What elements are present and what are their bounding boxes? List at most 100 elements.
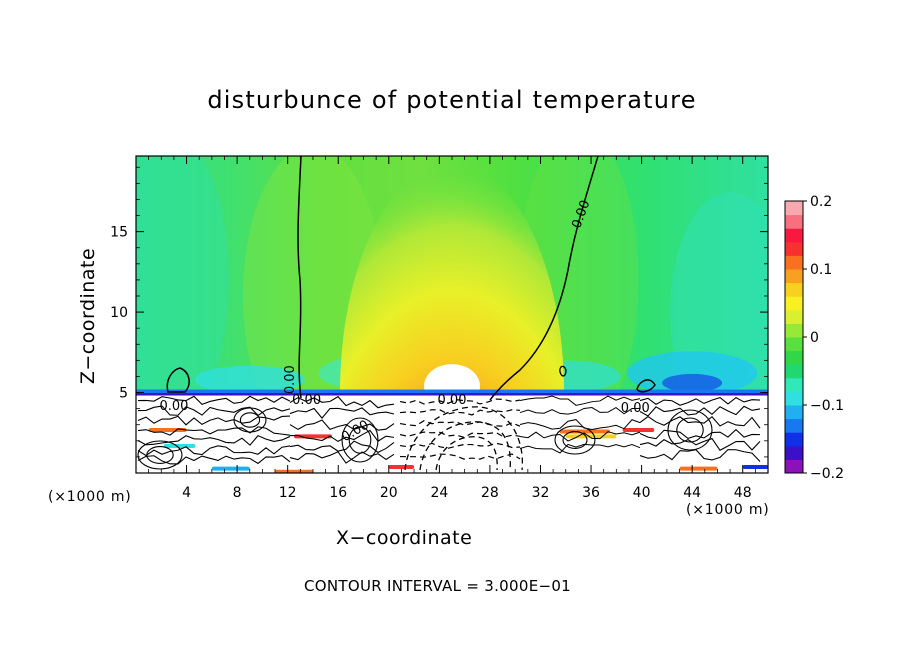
swirl-contour	[562, 431, 588, 449]
x-unit-label: (×1000 m)	[686, 502, 770, 518]
colorbar-tick-label: 0.1	[810, 262, 832, 278]
colorbar-swatch	[785, 432, 803, 447]
upper-field-group	[136, 156, 768, 396]
turbulent-contour	[137, 454, 291, 465]
colorbar-swatch	[785, 391, 803, 406]
closed-contour	[166, 367, 190, 393]
color-streak	[148, 427, 187, 432]
colorbar-swatch	[785, 364, 803, 379]
x-tick-label: 28	[481, 485, 499, 501]
turbulent-contour	[639, 449, 761, 462]
colorbar-swatch	[785, 309, 803, 324]
turbulent-contour	[137, 434, 291, 446]
dashed-contour	[404, 406, 524, 471]
color-streak	[679, 466, 718, 471]
zero-contour-right	[489, 156, 599, 401]
y-tick-label: 15	[110, 225, 128, 241]
z-unit-label: (×1000 m)	[48, 489, 132, 505]
x-tick-label: 16	[329, 485, 347, 501]
x-axis-label: X−coordinate	[336, 527, 473, 549]
colorbar-swatch	[785, 282, 803, 297]
swirl-contour	[146, 446, 174, 464]
dashed-contour	[399, 398, 521, 405]
turbulent-contour	[289, 395, 395, 409]
closed-contour	[636, 379, 656, 393]
turbulent-contour	[289, 419, 395, 431]
contour-label: 0.00	[621, 401, 650, 416]
swirl-contour	[348, 426, 372, 454]
cold-patch	[662, 373, 723, 392]
turbulent-contour	[289, 407, 395, 419]
swirl-contour	[239, 412, 261, 428]
dashed-contour	[399, 409, 521, 416]
turbulent-contour	[137, 415, 291, 426]
x-tick-label: 4	[182, 485, 191, 501]
colorbar-swatch	[785, 269, 803, 284]
chart-title: disturbunce of potential temperature	[207, 86, 697, 114]
contour-group	[137, 156, 761, 471]
x-tick-label: 44	[683, 485, 701, 501]
turbulent-contour	[137, 395, 291, 405]
colorbar-swatch	[785, 350, 803, 365]
colorbar-swatch	[785, 459, 803, 474]
colorbar-tick-label: 0.2	[810, 194, 832, 210]
color-streak	[388, 464, 415, 469]
turbulent-contour	[289, 440, 395, 454]
swirl-contour	[233, 407, 267, 433]
x-tick-label: 32	[532, 485, 550, 501]
x-tick-label: 8	[233, 485, 242, 501]
x-tick-label: 36	[582, 485, 600, 501]
cold-patch	[627, 351, 758, 396]
temperature-field	[136, 156, 768, 473]
turbulent-contour	[639, 396, 761, 406]
color-streak	[163, 444, 196, 449]
dashed-contour	[419, 421, 511, 471]
colorbar-swatch	[785, 214, 803, 229]
turbulent-contour	[519, 419, 641, 430]
contour-label: 0.00	[159, 399, 188, 414]
color-streak	[559, 429, 610, 434]
contour-label: 0.00	[438, 393, 467, 408]
contour-lines: 0.000.000.00 0.000.000.000.00	[137, 156, 761, 471]
y-tick-label: 5	[119, 386, 128, 402]
turbulent-contour	[639, 405, 761, 417]
swirl-contour	[554, 425, 596, 455]
color-streak	[275, 469, 313, 473]
turbulent-contour	[289, 451, 395, 464]
turbulent-contour	[519, 406, 641, 415]
colorbar-swatch	[785, 405, 803, 420]
dashed-contour	[399, 442, 521, 449]
colorbar-swatch	[785, 255, 803, 270]
color-streak	[742, 464, 768, 469]
colorbar-swatch	[785, 377, 803, 392]
stable-layer-core	[136, 393, 768, 396]
x-tick-label: 48	[734, 485, 752, 501]
swirl-contour	[676, 417, 704, 443]
contour-label: 0.00	[283, 365, 298, 394]
warm-core	[424, 364, 480, 396]
turbulent-contour	[137, 426, 291, 436]
y-tick-label: 10	[110, 305, 128, 321]
warm-plume	[340, 162, 564, 396]
stable-layer	[136, 389, 768, 394]
swirl-contour	[137, 440, 183, 470]
swirl-contour	[341, 417, 379, 463]
turbulent-contour	[519, 443, 641, 454]
colorbar-swatch	[785, 445, 803, 460]
field-band	[670, 192, 768, 396]
x-tick-label: 40	[633, 485, 651, 501]
zero-contour-left	[297, 156, 302, 399]
color-streak	[622, 427, 655, 432]
colorbar-tick-label: −0.1	[810, 398, 844, 414]
turbulent-contour	[137, 405, 291, 417]
field-band	[136, 156, 229, 396]
cold-patch	[194, 365, 305, 394]
colorbar-swatch	[785, 337, 803, 352]
closed-contour	[559, 365, 567, 377]
colorbar-swatch	[785, 228, 803, 243]
contour-label: 0.00	[292, 393, 321, 408]
contour-interval-label: CONTOUR INTERVAL = 3.000E−01	[304, 577, 572, 595]
colorbar-swatch	[785, 201, 803, 216]
